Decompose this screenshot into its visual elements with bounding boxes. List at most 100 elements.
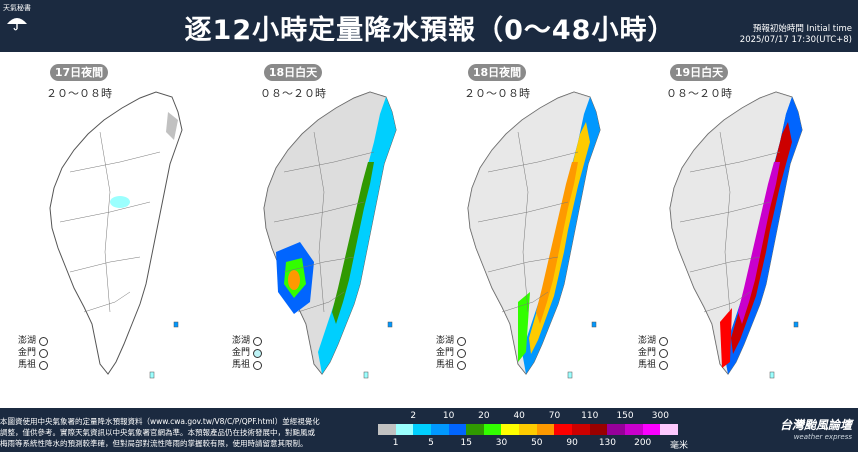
island-marker <box>659 336 669 346</box>
legend-swatch <box>642 424 661 435</box>
island-name: 澎湖 <box>638 336 657 346</box>
legend-tick-label: 10 <box>442 411 455 421</box>
legend-tick-label: 1 <box>392 438 399 448</box>
rain-area <box>720 308 732 368</box>
island-shape <box>149 371 155 379</box>
legend-tick-label: 300 <box>651 411 669 421</box>
county-border <box>83 291 131 313</box>
init-time-label: 預報初始時間 Initial time <box>752 24 852 34</box>
hours-label: ０８～２０時 <box>666 87 732 100</box>
umbrella-icon <box>7 18 27 31</box>
period-label: 18日夜間 <box>468 64 526 81</box>
island-name: 金門 <box>436 348 455 358</box>
island-name: 金門 <box>18 348 37 358</box>
legend-swatch <box>378 424 396 435</box>
legend-swatch <box>660 424 678 435</box>
note-line: 本圖資使用中央氣象署的定量降水預報資料（www.cwa.gov.tw/V8/C/… <box>0 417 320 426</box>
legend-tick-label: 70 <box>548 411 561 421</box>
legend-swatch <box>483 424 502 435</box>
legend-swatch <box>395 424 414 435</box>
county-border <box>69 256 141 273</box>
legend-tick-label: 20 <box>478 411 490 421</box>
island-name: 澎湖 <box>18 336 37 346</box>
island-shape <box>567 371 573 379</box>
note-line: 調整，僅供參考。實際天氣資訊以中央氣象署官網為準。本預報產品仍在技術發展中，對颱… <box>0 428 315 437</box>
rain-area <box>536 162 578 324</box>
rain-area <box>166 112 178 140</box>
legend-tick-label: 5 <box>428 438 434 448</box>
taiwan-island <box>49 91 183 379</box>
island-marker <box>457 360 467 370</box>
outlying-islands: 澎湖 金門 馬祖 <box>638 335 669 371</box>
island-marker <box>659 360 669 370</box>
legend-swatch <box>448 424 467 435</box>
county-border <box>517 131 529 313</box>
legend-swatch <box>430 424 449 435</box>
legend-tick-label: 40 <box>513 411 525 421</box>
outlying-islands: 澎湖 金門 馬祖 <box>18 335 49 371</box>
county-border <box>99 131 111 313</box>
legend-swatch <box>624 424 643 435</box>
county-border <box>273 201 365 223</box>
legend-tick-label: 30 <box>495 438 508 448</box>
brand-logo: 台灣颱風論壇 weather express <box>722 416 852 441</box>
taiwan-island <box>467 91 601 379</box>
county-border <box>283 151 375 173</box>
period-label: 17日夜間 <box>50 64 108 81</box>
logo-text: 天氣秘書 <box>3 4 31 12</box>
legend-tick-label: 110 <box>581 411 599 421</box>
county-border <box>689 151 781 173</box>
legend-swatch <box>536 424 555 435</box>
island-shape <box>793 321 799 328</box>
rain-area <box>288 270 300 290</box>
county-border <box>679 201 771 223</box>
island-marker <box>39 360 49 370</box>
note-line: 梅雨等系統性降水的預測較準確，但對局部對流性降雨的掌握較有限，使用時請留意其限制… <box>0 439 308 448</box>
rain-area <box>332 162 374 324</box>
outlying-islands: 澎湖 金門 馬祖 <box>232 335 263 371</box>
island-marker <box>253 336 263 346</box>
county-border <box>59 201 151 223</box>
legend-unit: 毫米 <box>670 441 689 451</box>
legend-swatch <box>589 424 608 435</box>
island-name: 金門 <box>638 348 657 358</box>
header-bar: 天氣秘書 逐12小時定量降水預報（0～48小時） 預報初始時間 Initial … <box>0 0 858 52</box>
map-panel-4: 19日白天 ０８～２０時 澎湖 金門 馬祖 <box>620 52 834 408</box>
island-name: 馬祖 <box>232 360 251 370</box>
island-marker <box>457 348 467 358</box>
hours-label: ２０～０８時 <box>46 87 112 100</box>
taiwan-map-3 <box>467 91 601 379</box>
island-marker <box>39 348 49 358</box>
map-panel-3: 18日夜間 ２０～０８時 澎湖 金門 馬祖 <box>418 52 632 408</box>
map-panel-1: 17日夜間 ２０～０８時 澎湖 金門 馬祖 <box>0 52 214 408</box>
period-label: 19日白天 <box>670 64 728 81</box>
island-name: 馬祖 <box>436 360 455 370</box>
rain-area <box>518 292 530 362</box>
island-name: 澎湖 <box>232 336 251 346</box>
island-shape <box>591 321 597 328</box>
legend-tick-label: 130 <box>598 438 616 448</box>
legend-tick-label: 2 <box>410 411 417 421</box>
legend-tick-label: 15 <box>460 438 472 448</box>
init-time-value: 2025/07/17 17:30(UTC+8) <box>739 35 852 45</box>
island-shape <box>387 321 393 328</box>
legend-swatch <box>519 424 537 435</box>
footer-bar: 本圖資使用中央氣象署的定量降水預報資料（www.cwa.gov.tw/V8/C/… <box>0 408 858 452</box>
island-name: 金門 <box>232 348 251 358</box>
county-border <box>703 291 751 313</box>
legend-swatch <box>466 424 484 435</box>
init-time-block: 預報初始時間 Initial time 2025/07/17 17:30(UTC… <box>740 24 852 46</box>
outlying-islands: 澎湖 金門 馬祖 <box>436 335 467 371</box>
taiwan-island <box>669 91 803 379</box>
legend-tick-label: 90 <box>566 438 578 448</box>
county-border <box>689 256 761 273</box>
island-marker <box>253 360 263 370</box>
map-panels: 17日夜間 ２０～０８時 澎湖 金門 馬祖 18日白天 ０８～２０時 澎湖 金門… <box>0 52 858 408</box>
hours-label: ０８～２０時 <box>260 87 326 100</box>
island-name: 澎湖 <box>436 336 455 346</box>
island-shape <box>363 371 369 379</box>
disclaimer-note: 本圖資使用中央氣象署的定量降水預報資料（www.cwa.gov.tw/V8/C/… <box>0 416 372 449</box>
island-shape <box>769 371 775 379</box>
legend-swatch <box>607 424 625 435</box>
period-label: 18日白天 <box>264 64 322 81</box>
